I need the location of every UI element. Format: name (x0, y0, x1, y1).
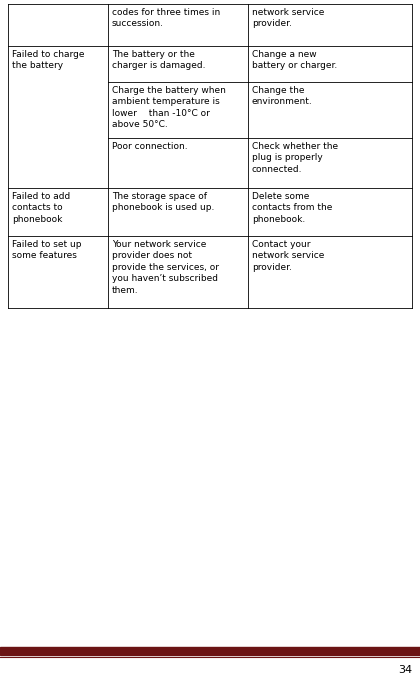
Bar (0, 647, 420, 655)
Text: Poor connection.: Poor connection. (112, 142, 188, 151)
Text: codes for three times in
succession.: codes for three times in succession. (112, 8, 220, 29)
Text: Change the
environment.: Change the environment. (252, 86, 313, 106)
Text: The battery or the
charger is damaged.: The battery or the charger is damaged. (112, 50, 205, 70)
Text: Failed to charge
the battery: Failed to charge the battery (12, 50, 84, 70)
Text: Contact your
network service
provider.: Contact your network service provider. (252, 240, 324, 272)
Text: Failed to set up
some features: Failed to set up some features (12, 240, 81, 260)
Text: The storage space of
phonebook is used up.: The storage space of phonebook is used u… (112, 192, 214, 212)
Text: Change a new
battery or charger.: Change a new battery or charger. (252, 50, 337, 70)
Text: network service
provider.: network service provider. (252, 8, 324, 29)
Text: Failed to add
contacts to
phonebook: Failed to add contacts to phonebook (12, 192, 70, 224)
Text: Delete some
contacts from the
phonebook.: Delete some contacts from the phonebook. (252, 192, 332, 224)
Text: 34: 34 (398, 665, 412, 675)
Text: Your network service
provider does not
provide the services, or
you haven’t subs: Your network service provider does not p… (112, 240, 219, 295)
Text: Check whether the
plug is properly
connected.: Check whether the plug is properly conne… (252, 142, 338, 174)
Text: Charge the battery when
ambient temperature is
lower  than -10°C or
above 50°C.: Charge the battery when ambient temperat… (112, 86, 226, 129)
